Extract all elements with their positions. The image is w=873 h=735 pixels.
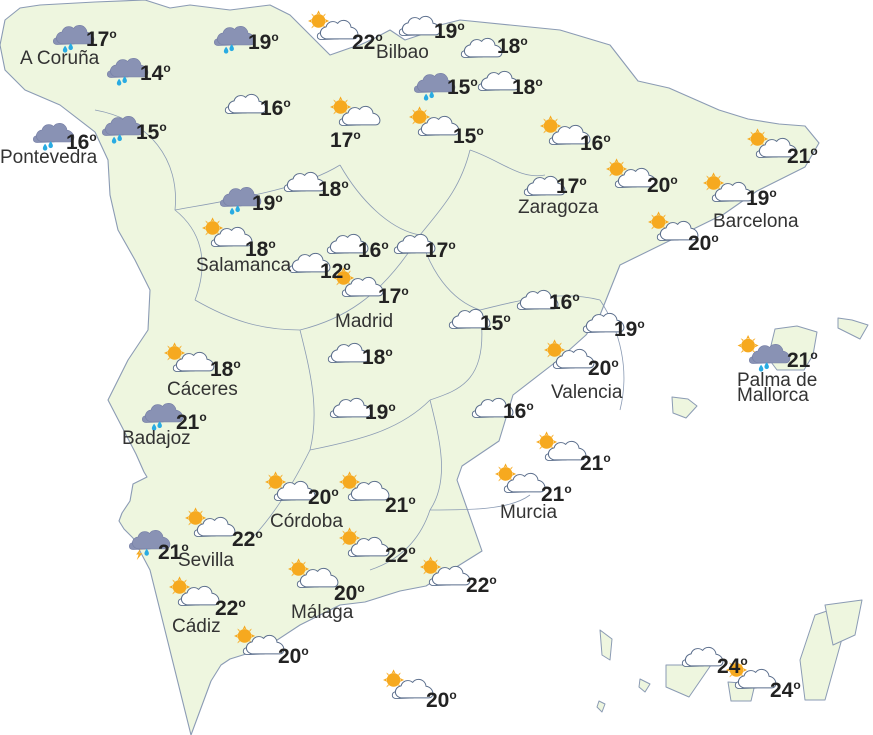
svg-text:Málaga: Málaga <box>291 602 354 623</box>
svg-text:16o: 16o <box>503 399 534 423</box>
svg-text:Salamanca: Salamanca <box>196 255 291 276</box>
svg-text:19o: 19o <box>614 317 645 341</box>
svg-text:Cáceres: Cáceres <box>167 379 238 400</box>
svg-text:Barcelona: Barcelona <box>713 211 799 232</box>
svg-text:19o: 19o <box>746 186 777 210</box>
svg-text:20o: 20o <box>588 356 619 380</box>
svg-text:Valencia: Valencia <box>551 382 623 403</box>
svg-text:20o: 20o <box>278 644 309 668</box>
svg-text:Mallorca: Mallorca <box>737 385 809 406</box>
svg-text:Sevilla: Sevilla <box>178 550 234 571</box>
svg-text:Madrid: Madrid <box>335 311 393 332</box>
svg-text:Badajoz: Badajoz <box>122 428 191 449</box>
svg-text:22o: 22o <box>466 573 497 597</box>
svg-text:Murcia: Murcia <box>500 502 557 523</box>
svg-text:24o: 24o <box>770 678 801 702</box>
svg-text:21o: 21o <box>787 144 818 168</box>
svg-text:24o: 24o <box>717 654 748 678</box>
svg-text:Córdoba: Córdoba <box>270 511 343 532</box>
svg-text:Pontevedra: Pontevedra <box>0 147 98 168</box>
svg-text:20o: 20o <box>426 688 457 712</box>
svg-text:Zaragoza: Zaragoza <box>518 197 599 218</box>
svg-text:21o: 21o <box>580 451 611 475</box>
svg-text:A Coruña: A Coruña <box>20 48 100 69</box>
svg-text:Cádiz: Cádiz <box>172 616 221 637</box>
svg-text:20o: 20o <box>688 231 719 255</box>
svg-text:21o: 21o <box>787 348 818 372</box>
svg-text:Bilbao: Bilbao <box>376 42 429 63</box>
